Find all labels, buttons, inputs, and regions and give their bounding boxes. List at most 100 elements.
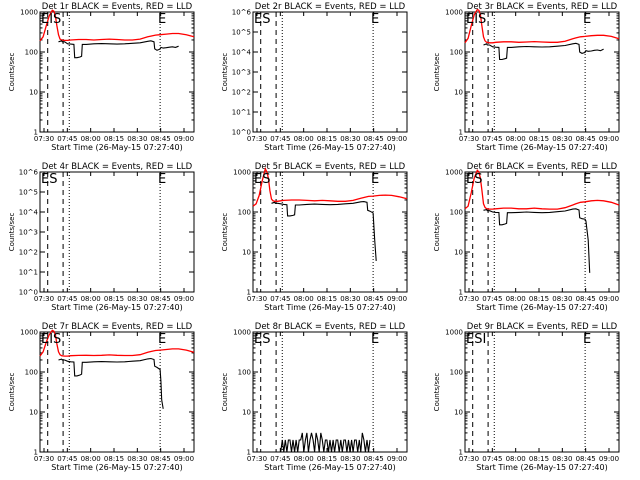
chart-panel-7: Det 7r BLACK = Events, RED = LLD 07:30 07:… xyxy=(8,322,195,472)
plot-frame xyxy=(464,331,620,453)
y-tick-label: 10^4 xyxy=(19,209,39,217)
flag-label: E xyxy=(371,172,379,187)
x-tick-label: 07:45 xyxy=(482,135,502,143)
y-tick-label: 1000 xyxy=(445,329,463,337)
y-tick-label: 10^4 xyxy=(232,49,252,57)
x-tick-label: 08:45 xyxy=(364,295,384,303)
x-tick-label: 07:30 xyxy=(459,455,479,463)
plot-frame xyxy=(39,11,195,133)
x-tick-label: 09:00 xyxy=(599,295,619,303)
x-tick-label: 07:45 xyxy=(482,295,502,303)
flag-label: ES xyxy=(254,332,270,347)
y-tick-label: 10^2 xyxy=(19,249,38,257)
y-tick-label: 1 xyxy=(459,289,463,297)
x-tick-label: 09:00 xyxy=(174,135,194,143)
x-tick-label: 07:30 xyxy=(459,295,479,303)
series-line-lld xyxy=(39,9,195,42)
chart-title: Det 7r BLACK = Events, RED = LLD xyxy=(42,322,193,332)
x-tick-label: 08:00 xyxy=(506,135,526,143)
x-tick-label: 08:00 xyxy=(81,135,101,143)
series-line-events xyxy=(483,42,604,61)
y-axis-label: Counts/sec xyxy=(8,53,16,92)
plot-frame xyxy=(252,171,408,293)
y-tick-label: 10^3 xyxy=(232,69,251,77)
chart-panel-4: Det 4r BLACK = Events, RED = LLD 07:30 07:… xyxy=(8,162,195,312)
x-tick-label: 09:00 xyxy=(387,135,407,143)
series-line-events xyxy=(271,201,377,261)
x-tick-label: 07:30 xyxy=(247,295,267,303)
y-tick-label: 100 xyxy=(450,49,463,57)
chart-title: Det 3r BLACK = Events, RED = LLD xyxy=(467,2,618,12)
series-line-lld xyxy=(39,329,195,357)
x-tick-label: 09:00 xyxy=(599,455,619,463)
y-tick-label: 10^6 xyxy=(232,9,252,17)
chart-title: Det 9r BLACK = Events, RED = LLD xyxy=(467,322,618,332)
x-tick-label: 08:45 xyxy=(576,135,596,143)
x-axis-label: Start Time (26-May-15 07:27:40) xyxy=(476,143,607,152)
x-axis-label: Start Time (26-May-15 07:27:40) xyxy=(51,143,182,152)
y-tick-label: 1000 xyxy=(445,9,463,17)
x-axis-label: Start Time (26-May-15 07:27:40) xyxy=(476,463,607,472)
chart-panel-1: Det 1r BLACK = Events, RED = LLD 07:30 07:… xyxy=(8,2,195,152)
y-tick-label: 10 xyxy=(454,89,463,97)
plot-frame xyxy=(464,171,620,293)
x-tick-label: 07:30 xyxy=(34,135,54,143)
plot-frame xyxy=(252,331,408,453)
y-axis-label: Counts/sec xyxy=(8,213,16,252)
chart-title: Det 5r BLACK = Events, RED = LLD xyxy=(255,162,406,172)
y-tick-label: 1 xyxy=(247,289,251,297)
y-tick-label: 1000 xyxy=(233,169,251,177)
flag-label: EIS xyxy=(466,12,486,27)
y-tick-label: 10^0 xyxy=(232,129,251,137)
y-tick-label: 1 xyxy=(34,449,38,457)
x-tick-label: 07:30 xyxy=(247,135,267,143)
flag-label: E xyxy=(158,172,166,187)
x-tick-label: 09:00 xyxy=(174,295,194,303)
y-tick-label: 10 xyxy=(454,249,463,257)
chart-panel-8: Det 8r BLACK = Events, RED = LLD 07:30 07:… xyxy=(221,322,408,472)
x-tick-label: 07:45 xyxy=(57,295,77,303)
x-tick-label: 08:45 xyxy=(151,135,171,143)
y-tick-label: 10^3 xyxy=(19,229,38,237)
x-tick-label: 07:30 xyxy=(247,455,267,463)
y-tick-label: 100 xyxy=(450,369,463,377)
x-tick-label: 07:45 xyxy=(270,455,290,463)
x-tick-label: 08:30 xyxy=(127,135,147,143)
x-tick-label: 07:45 xyxy=(57,135,77,143)
y-axis-label: Counts/sec xyxy=(433,213,441,252)
series-line-events xyxy=(280,432,371,453)
y-tick-label: 100 xyxy=(238,369,251,377)
x-tick-label: 08:30 xyxy=(340,455,360,463)
x-tick-label: 08:15 xyxy=(529,455,549,463)
x-tick-label: 09:00 xyxy=(387,295,407,303)
x-tick-label: 07:45 xyxy=(482,455,502,463)
x-tick-label: 08:15 xyxy=(317,135,337,143)
y-tick-label: 10^5 xyxy=(19,189,38,197)
flag-label: ES xyxy=(254,12,270,27)
y-axis-label: Counts/sec xyxy=(8,373,16,412)
x-tick-label: 08:15 xyxy=(104,135,124,143)
chart-panel-2: Det 2r BLACK = Events, RED = LLD 07:30 07:… xyxy=(221,2,408,152)
x-tick-label: 08:45 xyxy=(151,455,171,463)
x-tick-label: 08:15 xyxy=(104,295,124,303)
x-tick-label: 09:00 xyxy=(174,455,194,463)
x-tick-label: 08:00 xyxy=(506,455,526,463)
flag-label: ES xyxy=(254,172,270,187)
x-tick-label: 08:30 xyxy=(552,455,572,463)
y-tick-label: 1 xyxy=(459,129,463,137)
plot-frame xyxy=(464,11,620,133)
y-tick-label: 1 xyxy=(459,449,463,457)
y-axis-label: Counts/sec xyxy=(221,373,229,412)
x-tick-label: 08:00 xyxy=(294,135,314,143)
chart-title: Det 1r BLACK = Events, RED = LLD xyxy=(42,2,193,12)
y-tick-label: 1000 xyxy=(20,9,38,17)
x-tick-label: 08:15 xyxy=(529,135,549,143)
chart-title: Det 6r BLACK = Events, RED = LLD xyxy=(467,162,618,172)
series-line-lld xyxy=(252,166,408,207)
y-tick-label: 10^1 xyxy=(19,269,38,277)
chart-panel-5: Det 5r BLACK = Events, RED = LLD 07:30 07:… xyxy=(221,162,408,312)
x-tick-label: 08:45 xyxy=(151,295,171,303)
y-tick-label: 10 xyxy=(242,249,251,257)
x-tick-label: 08:30 xyxy=(340,295,360,303)
